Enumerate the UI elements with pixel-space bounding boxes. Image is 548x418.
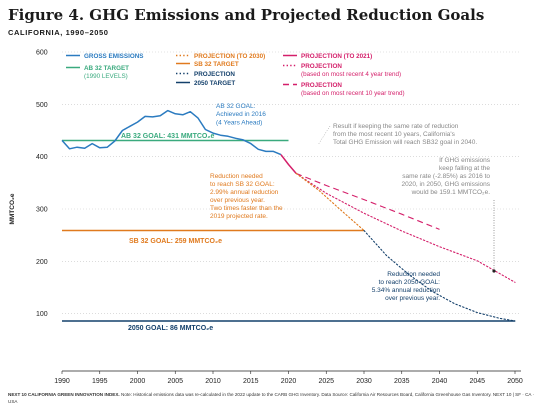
x-tick-label: 2005	[167, 378, 183, 385]
x-tick-label: 1995	[92, 378, 108, 385]
series-line	[295, 172, 365, 232]
series-line	[61, 109, 282, 156]
annotation-text: (4 Years Ahead)	[216, 119, 262, 126]
annotation-text: AB 32 GOAL:	[216, 103, 256, 110]
legend-label: PROJECTION	[301, 63, 342, 70]
x-tick-label: 2015	[243, 378, 259, 385]
x-tick-label: 2020	[281, 378, 297, 385]
chart-subtitle: CALIFORNIA, 1990–2050	[8, 28, 109, 37]
x-tick-label: 2010	[205, 378, 221, 385]
annotation-text: from the most recent 10 years, Californi…	[333, 131, 456, 138]
series-line	[363, 229, 516, 322]
annotation-text: would be 159.1 MMTCO₂e.	[411, 189, 491, 196]
annotation-text: Two times faster than the	[210, 205, 283, 212]
annotation-text: 2019 projected rate.	[210, 213, 268, 220]
annotation-text: Reduction needed	[210, 173, 263, 180]
x-tick-label: 2050	[507, 378, 523, 385]
annotation-text: over previous year.	[210, 197, 265, 204]
annotation-text: 5.34% annual reduction	[372, 287, 441, 294]
annotation-text: to reach SB 32 GOAL:	[210, 181, 275, 188]
annotation-leader	[317, 125, 331, 146]
annotation-text: If GHG emissions	[439, 157, 491, 164]
x-tick-label: 2040	[432, 378, 448, 385]
y-tick-label: 300	[36, 207, 48, 214]
x-tick-label: 2000	[130, 378, 146, 385]
annotation-text: Achieved in 2016	[216, 111, 266, 118]
annotation-text: over previous year.	[385, 295, 440, 302]
legend-label: SB 32 TARGET	[194, 61, 239, 68]
series-line	[280, 154, 297, 174]
series-line	[295, 172, 440, 230]
x-tick-label: 2035	[394, 378, 410, 385]
annotation-text: Result if keeping the same rate of reduc…	[333, 123, 459, 130]
legend-sublabel: (1990 LEVELS)	[84, 73, 128, 80]
footer-source: Note: Historical emissions data was re-c…	[121, 392, 492, 397]
footer-lead: NEXT 10 CALIFORNIA GREEN INNOVATION INDE…	[8, 392, 120, 397]
legend-label: AB 32 TARGET	[84, 65, 129, 72]
y-tick-label: 600	[36, 50, 48, 57]
y-tick-label: 100	[36, 311, 48, 318]
annotation-text: to reach 2050 GOAL:	[379, 279, 441, 286]
annotation-text: 2.99% annual reduction	[210, 189, 279, 196]
footer-credit: NEXT 10 | SF · CA · USA	[8, 392, 535, 404]
annotation-text: same rate (-2.85%) as 2016 to	[402, 173, 490, 180]
annotation-text: 2020, in 2050, GHG emissions	[401, 181, 490, 188]
target-label: AB 32 GOAL: 431 MMTCO₂e	[121, 133, 214, 140]
y-axis-label: MMTCO₂e	[9, 193, 16, 224]
x-tick-label: 2045	[469, 378, 485, 385]
legend-label: PROJECTION	[194, 71, 235, 78]
target-label: SB 32 GOAL: 259 MMTCO₂e	[129, 238, 222, 245]
legend-label: PROJECTION (TO 2021)	[301, 53, 372, 60]
annotation-text: Reduction needed	[387, 271, 440, 278]
y-tick-label: 400	[36, 154, 48, 161]
x-tick-label: 2030	[356, 378, 372, 385]
target-label: 2050 GOAL: 86 MMTCO₂e	[128, 325, 213, 332]
y-tick-label: 500	[36, 102, 48, 109]
x-tick-label: 2025	[318, 378, 334, 385]
series-line	[295, 172, 516, 283]
annotation-marker	[492, 269, 496, 273]
chart-title: Figure 4. GHG Emissions and Projected Re…	[8, 6, 485, 24]
x-tick-label: 1990	[54, 378, 70, 385]
footer-note: NEXT 10 CALIFORNIA GREEN INNOVATION INDE…	[8, 391, 544, 405]
legend-label: 2050 TARGET	[194, 80, 235, 87]
legend-label: PROJECTION	[301, 82, 342, 89]
legend-sublabel: (based on most recent 10 year trend)	[301, 90, 405, 97]
y-tick-label: 200	[36, 259, 48, 266]
legend-label: PROJECTION (TO 2030)	[194, 53, 265, 60]
annotation-text: Total GHG Emission will reach SB32 goal …	[333, 139, 477, 146]
annotation-text: keep falling at the	[439, 165, 490, 172]
legend-label: GROSS EMISSIONS	[84, 53, 143, 60]
legend-sublabel: (based on most recent 4 year trend)	[301, 71, 401, 78]
